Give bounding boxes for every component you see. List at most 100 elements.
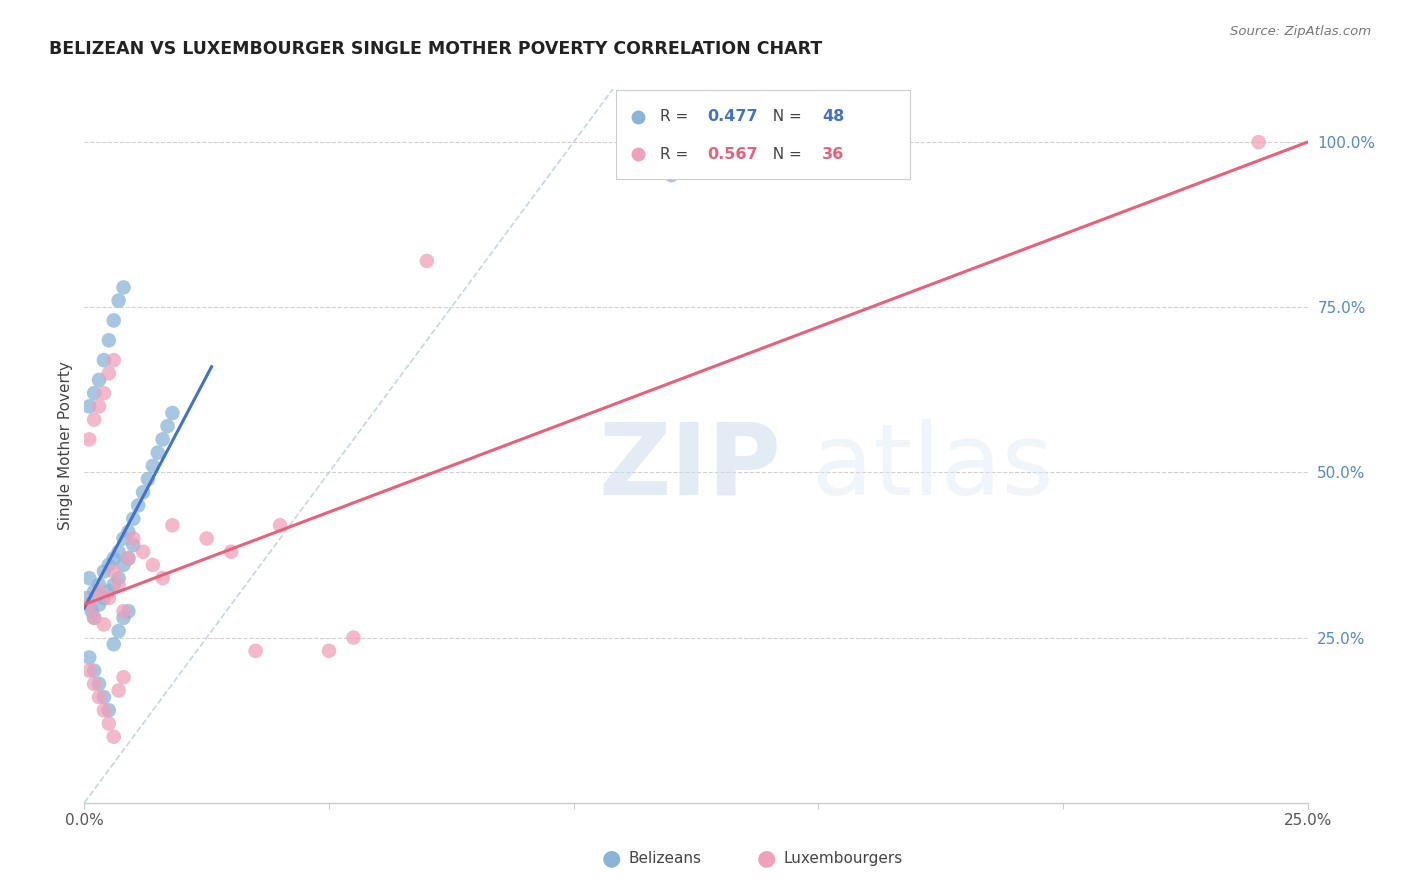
Point bbox=[93, 703, 115, 717]
Point bbox=[83, 611, 105, 625]
Point bbox=[103, 313, 125, 327]
Point bbox=[103, 730, 125, 744]
Point bbox=[93, 617, 115, 632]
Point bbox=[77, 650, 100, 665]
Text: N =: N = bbox=[763, 146, 807, 161]
Point bbox=[112, 611, 135, 625]
Point bbox=[97, 558, 120, 572]
Point bbox=[77, 664, 100, 678]
Point bbox=[219, 545, 242, 559]
Point bbox=[132, 485, 155, 500]
Point bbox=[97, 703, 120, 717]
Point bbox=[103, 637, 125, 651]
Text: ●: ● bbox=[602, 848, 621, 868]
Point bbox=[318, 644, 340, 658]
Point bbox=[83, 611, 105, 625]
Text: 0.477: 0.477 bbox=[707, 109, 758, 124]
Point bbox=[112, 532, 135, 546]
Point bbox=[77, 598, 100, 612]
FancyBboxPatch shape bbox=[616, 90, 910, 179]
Point bbox=[152, 433, 174, 447]
Point bbox=[107, 624, 129, 638]
Point bbox=[83, 386, 105, 401]
Point bbox=[142, 558, 165, 572]
Text: ●: ● bbox=[756, 848, 776, 868]
Point bbox=[93, 690, 115, 704]
Point bbox=[142, 458, 165, 473]
Point bbox=[107, 578, 129, 592]
Point bbox=[195, 532, 218, 546]
Point bbox=[93, 565, 115, 579]
Point bbox=[117, 551, 139, 566]
Point bbox=[97, 333, 120, 347]
Text: 48: 48 bbox=[823, 109, 844, 124]
Point bbox=[93, 591, 115, 605]
Point bbox=[132, 545, 155, 559]
Point bbox=[342, 631, 364, 645]
Point bbox=[117, 551, 139, 566]
Point bbox=[87, 400, 110, 414]
Text: atlas: atlas bbox=[813, 419, 1054, 516]
Point bbox=[97, 367, 120, 381]
Point bbox=[107, 571, 129, 585]
Point bbox=[107, 545, 129, 559]
Text: R =: R = bbox=[661, 146, 693, 161]
Point bbox=[117, 524, 139, 539]
Point bbox=[162, 406, 184, 420]
Point bbox=[146, 445, 169, 459]
Point bbox=[112, 558, 135, 572]
Point bbox=[103, 353, 125, 368]
Text: Source: ZipAtlas.com: Source: ZipAtlas.com bbox=[1230, 25, 1371, 38]
Point bbox=[156, 419, 179, 434]
Point bbox=[77, 400, 100, 414]
Point bbox=[103, 565, 125, 579]
Point bbox=[122, 538, 145, 552]
Point bbox=[97, 591, 120, 605]
Text: Belizeans: Belizeans bbox=[628, 851, 702, 865]
Point bbox=[1247, 135, 1270, 149]
Text: 0.567: 0.567 bbox=[707, 146, 758, 161]
Point bbox=[107, 683, 129, 698]
Point bbox=[269, 518, 291, 533]
Text: N =: N = bbox=[763, 109, 807, 124]
Point bbox=[93, 353, 115, 368]
Point bbox=[87, 584, 110, 599]
Text: BELIZEAN VS LUXEMBOURGER SINGLE MOTHER POVERTY CORRELATION CHART: BELIZEAN VS LUXEMBOURGER SINGLE MOTHER P… bbox=[49, 40, 823, 58]
Y-axis label: Single Mother Poverty: Single Mother Poverty bbox=[58, 361, 73, 531]
Text: 36: 36 bbox=[823, 146, 844, 161]
Point bbox=[83, 584, 105, 599]
Point bbox=[416, 254, 439, 268]
Point bbox=[107, 293, 129, 308]
Point bbox=[87, 598, 110, 612]
Point bbox=[97, 584, 120, 599]
Point bbox=[77, 433, 100, 447]
Point bbox=[245, 644, 267, 658]
Point bbox=[117, 604, 139, 618]
Point bbox=[83, 412, 105, 426]
Point bbox=[122, 511, 145, 525]
Point bbox=[112, 670, 135, 684]
Point bbox=[112, 280, 135, 294]
Point bbox=[127, 499, 149, 513]
Point bbox=[103, 551, 125, 566]
Point bbox=[77, 571, 100, 585]
Point bbox=[162, 518, 184, 533]
Point bbox=[87, 677, 110, 691]
Point bbox=[76, 591, 98, 605]
Point bbox=[87, 373, 110, 387]
Point bbox=[87, 690, 110, 704]
Text: ZIP: ZIP bbox=[598, 419, 780, 516]
Text: Luxembourgers: Luxembourgers bbox=[783, 851, 903, 865]
Text: R =: R = bbox=[661, 109, 693, 124]
Point bbox=[83, 664, 105, 678]
Point bbox=[83, 677, 105, 691]
Point bbox=[152, 571, 174, 585]
Point bbox=[80, 604, 103, 618]
Point bbox=[661, 168, 683, 182]
Point bbox=[112, 604, 135, 618]
Point bbox=[93, 386, 115, 401]
Point bbox=[77, 598, 100, 612]
Point bbox=[136, 472, 159, 486]
Point bbox=[87, 578, 110, 592]
Point bbox=[103, 578, 125, 592]
